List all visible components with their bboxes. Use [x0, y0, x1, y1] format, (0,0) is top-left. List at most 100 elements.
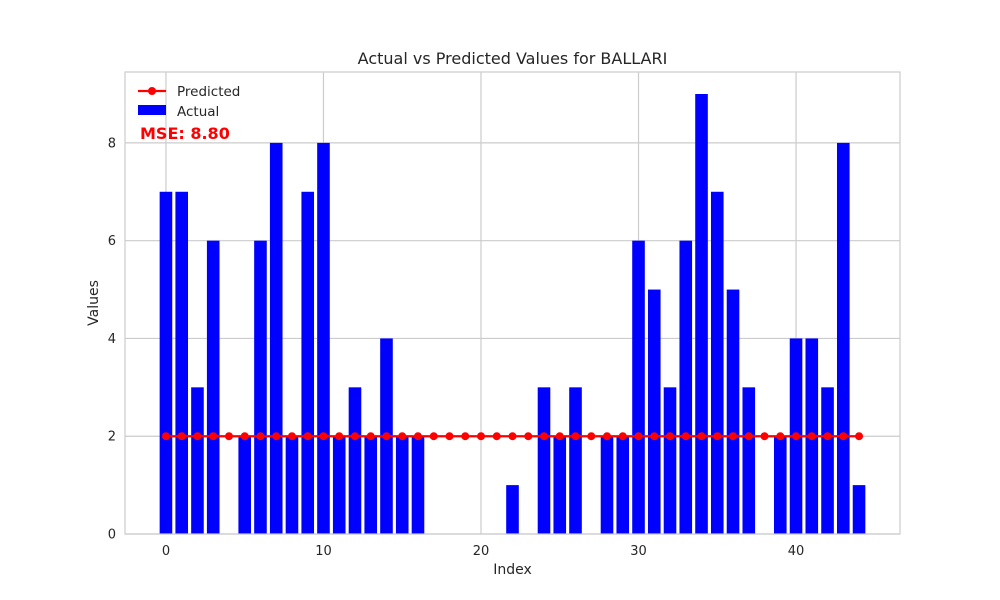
x-tick-label: 20: [473, 544, 490, 559]
x-axis-label: Index: [493, 562, 532, 578]
predicted-point: [729, 432, 738, 441]
predicted-point: [571, 432, 580, 441]
predicted-point: [398, 432, 407, 441]
actual-bar: [710, 191, 724, 534]
actual-bar: [206, 240, 220, 534]
predicted-point: [650, 432, 659, 441]
plot-frame: [124, 71, 901, 535]
actual-bar: [632, 240, 645, 534]
actual-bar: [301, 191, 315, 534]
predicted-point: [492, 432, 501, 441]
predicted-line: [161, 432, 864, 441]
x-tick-label: 30: [630, 544, 647, 559]
actual-bar: [726, 289, 740, 534]
predicted-point: [240, 432, 249, 441]
actual-bar: [159, 191, 173, 534]
y-tick-label: 0: [108, 528, 116, 543]
predicted-point: [792, 432, 801, 441]
actual-bar: [506, 485, 519, 534]
legend: Predicted Actual: [138, 84, 240, 120]
predicted-point: [177, 432, 186, 441]
x-tick-label: 40: [788, 544, 805, 559]
actual-bar: [695, 94, 708, 534]
actual-bar: [332, 436, 346, 534]
legend-predicted-marker: [148, 87, 156, 95]
actual-bar: [411, 436, 425, 534]
actual-bar: [175, 191, 189, 534]
predicted-point: [776, 432, 785, 441]
mse-annotation: MSE: 8.80: [140, 124, 230, 143]
actual-bar: [600, 436, 614, 534]
actual-bar: [191, 387, 204, 534]
predicted-point: [666, 432, 675, 441]
x-tick-label: 0: [162, 544, 170, 559]
predicted-point: [823, 432, 832, 441]
predicted-point: [839, 432, 848, 441]
predicted-point: [256, 432, 265, 441]
predicted-point: [713, 432, 722, 441]
x-tick-label: 10: [315, 544, 332, 559]
actual-bar: [364, 436, 378, 534]
actual-bar: [773, 436, 787, 534]
predicted-point: [540, 432, 549, 441]
predicted-point: [508, 432, 517, 441]
predicted-point: [744, 432, 753, 441]
actual-bar: [553, 436, 567, 534]
actual-bar: [348, 387, 362, 534]
predicted-point: [287, 432, 296, 441]
predicted-point: [524, 432, 533, 441]
actual-bar: [238, 436, 252, 534]
legend-actual-swatch: [138, 105, 166, 115]
actual-bar: [663, 387, 677, 534]
actual-bar: [569, 387, 582, 534]
actual-bar: [852, 485, 866, 534]
y-tick-label: 6: [108, 234, 116, 249]
predicted-point: [603, 432, 612, 441]
actual-bar: [537, 387, 551, 534]
legend-actual-label: Actual: [177, 104, 219, 120]
predicted-point: [161, 432, 170, 441]
actual-bar: [317, 142, 330, 534]
actual-bar: [821, 387, 834, 534]
y-tick-label: 4: [108, 332, 116, 347]
predicted-point: [193, 432, 202, 441]
predicted-point: [224, 432, 233, 441]
predicted-point: [634, 432, 643, 441]
actual-bar: [647, 289, 661, 534]
predicted-point: [807, 432, 816, 441]
predicted-point: [303, 432, 312, 441]
predicted-point: [555, 432, 564, 441]
actual-bar: [395, 436, 409, 534]
legend-predicted-label: Predicted: [177, 84, 240, 100]
actual-bar: [269, 142, 283, 534]
predicted-point: [209, 432, 218, 441]
predicted-point: [429, 432, 438, 441]
y-tick-label: 8: [108, 136, 116, 151]
actual-bar: [254, 240, 267, 534]
tick-labels: 0 10 20 30 40 0 2 4 6 8: [108, 136, 805, 559]
predicted-point: [461, 432, 470, 441]
actual-bar: [616, 436, 630, 534]
predicted-point: [681, 432, 690, 441]
predicted-point: [760, 432, 769, 441]
actual-bar: [836, 142, 850, 534]
actual-bar: [742, 387, 756, 534]
predicted-point: [382, 432, 391, 441]
predicted-point: [697, 432, 706, 441]
chart-title: Actual vs Predicted Values for BALLARI: [358, 49, 668, 68]
actual-bar: [285, 436, 299, 534]
predicted-point: [445, 432, 454, 441]
predicted-point: [272, 432, 281, 441]
y-axis-label: Values: [86, 280, 102, 326]
predicted-point: [319, 432, 328, 441]
predicted-point: [350, 432, 359, 441]
predicted-point: [413, 432, 422, 441]
predicted-point: [855, 432, 864, 441]
y-tick-label: 2: [108, 430, 116, 445]
predicted-point: [587, 432, 596, 441]
predicted-point: [618, 432, 627, 441]
actual-bar: [679, 240, 693, 534]
predicted-point: [366, 432, 375, 441]
predicted-point: [335, 432, 344, 441]
